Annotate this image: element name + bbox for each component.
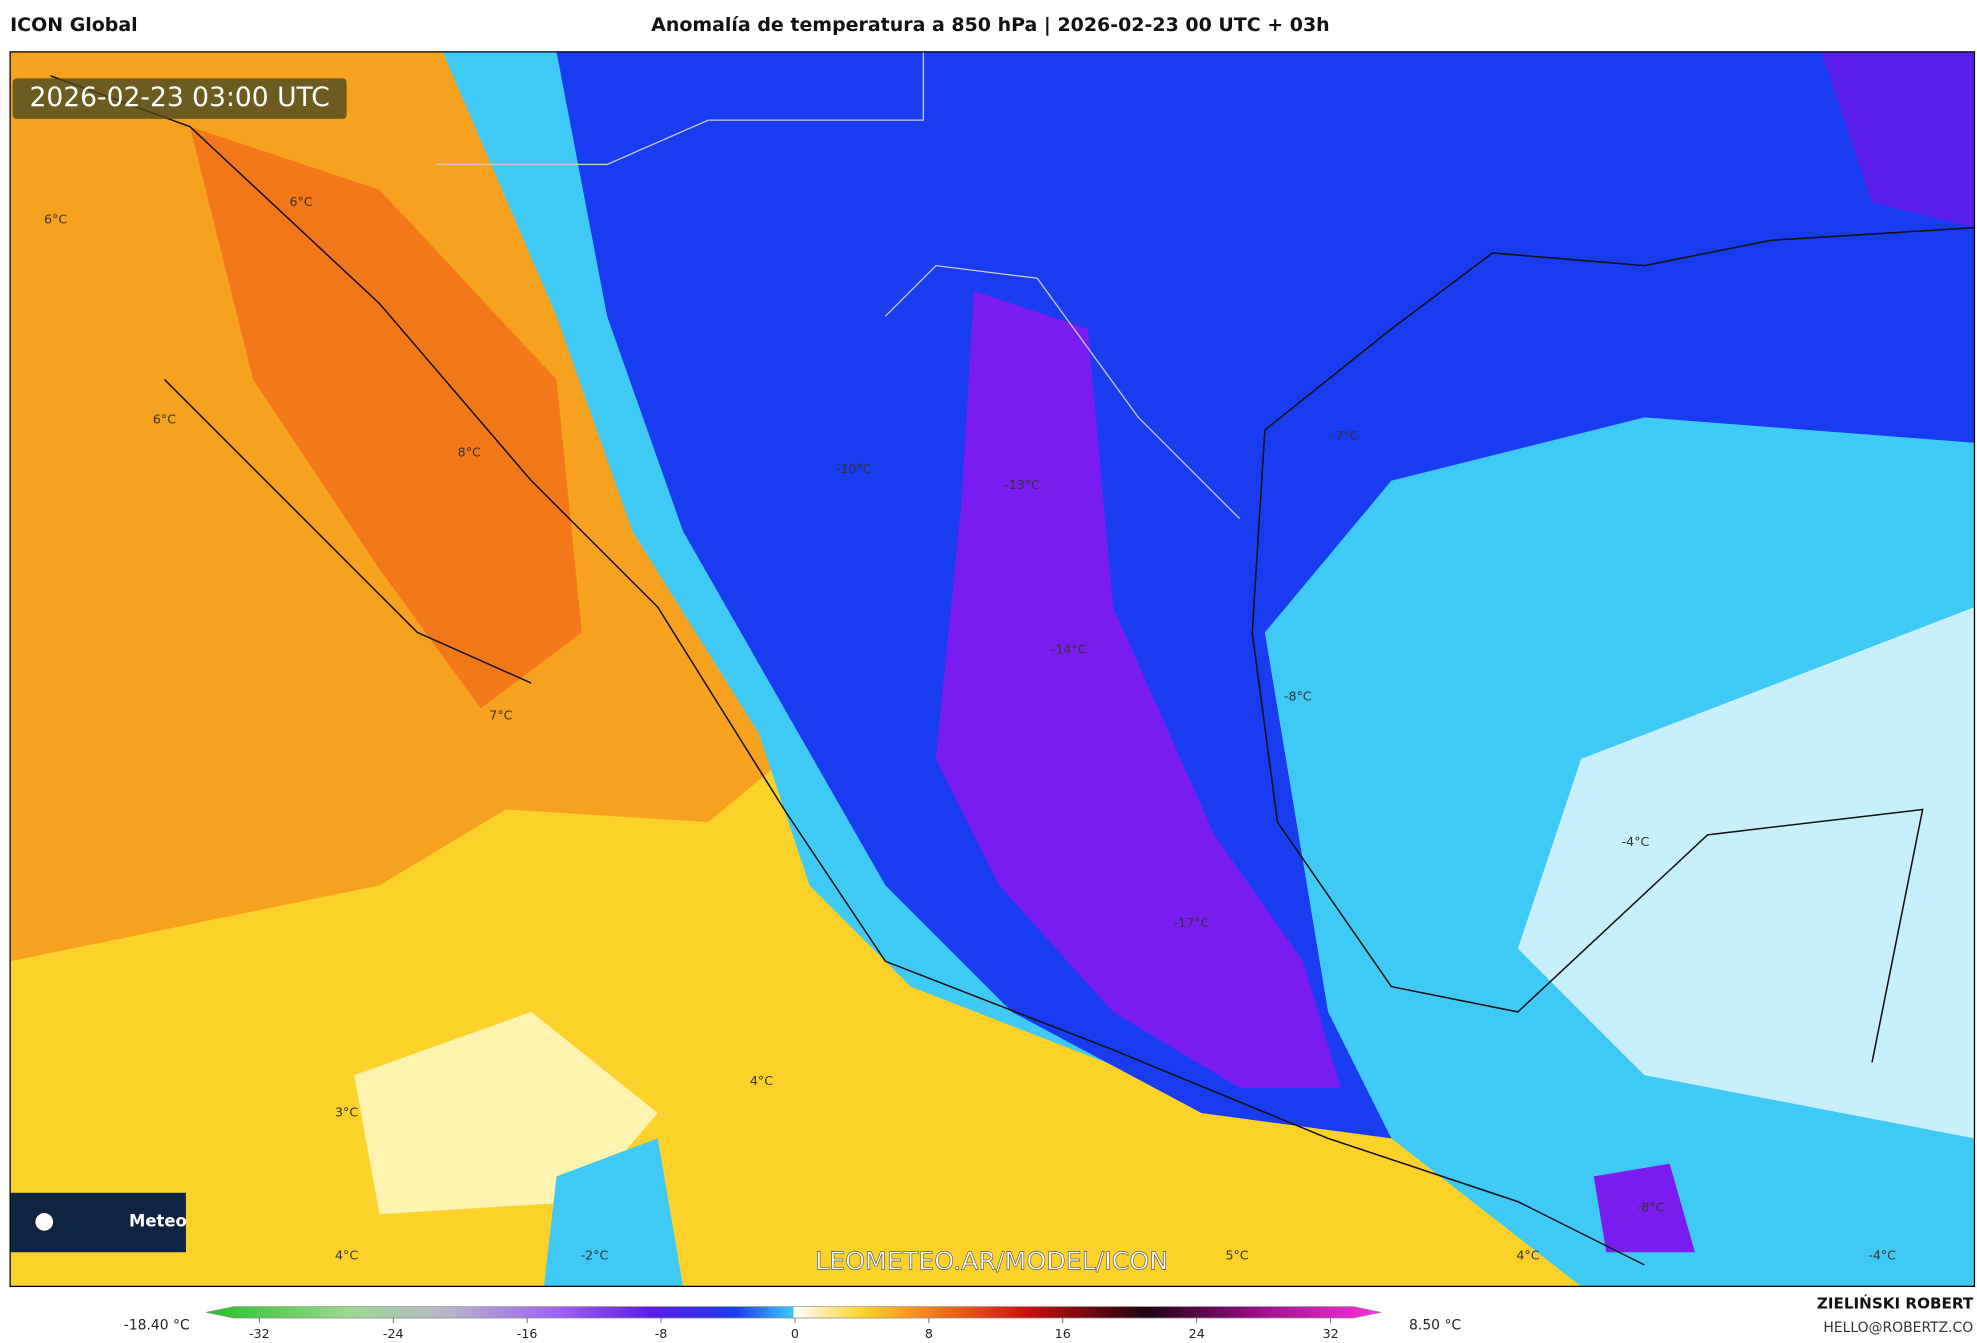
logo-icon bbox=[35, 1213, 54, 1231]
coastline bbox=[1251, 226, 1975, 1063]
map-label: 8°C bbox=[458, 444, 481, 459]
colorbar-tick-label: 8 bbox=[925, 1326, 933, 1339]
map: 2026-02-23 03:00 UTC Meteo LEOMETEO.AR/M… bbox=[10, 51, 1975, 1287]
colorbar-bar bbox=[206, 1306, 1382, 1319]
colorbar-min: -18.40 °C bbox=[124, 1318, 190, 1334]
map-label: -10°C bbox=[836, 461, 872, 476]
map-label: -2°C bbox=[581, 1248, 609, 1263]
map-labels: 6°C 6°C 6°C 8°C 7°C -10°C -13°C -14°C -8… bbox=[44, 194, 1896, 1263]
pale-cool-region bbox=[1517, 607, 1975, 1139]
cool-blob bbox=[543, 1138, 684, 1287]
colorbar-tick-label: -24 bbox=[383, 1326, 404, 1339]
colorbar-tick-label: 16 bbox=[1055, 1326, 1071, 1339]
timestamp: 2026-02-23 03:00 UTC bbox=[29, 82, 329, 113]
colorbar-tick-label: 32 bbox=[1323, 1326, 1339, 1339]
map-label: 6°C bbox=[44, 212, 67, 227]
map-label: -13°C bbox=[1004, 477, 1040, 492]
map-label: 6°C bbox=[289, 194, 312, 209]
map-label: -7°C bbox=[1331, 428, 1359, 443]
cold-core bbox=[1593, 1163, 1695, 1253]
colorbar-max: 8.50 °C bbox=[1409, 1318, 1461, 1334]
map-label: -4°C bbox=[1622, 834, 1650, 849]
map-title: Anomalía de temperatura a 850 hPa | 2026… bbox=[651, 14, 1330, 36]
map-label: -14°C bbox=[1051, 642, 1087, 657]
map-label: 4°C bbox=[750, 1073, 773, 1088]
cold-core bbox=[1821, 51, 1975, 228]
map-label: 5°C bbox=[1225, 1248, 1248, 1263]
colorbar-tick-label: -16 bbox=[517, 1326, 538, 1339]
map-label: 3°C bbox=[335, 1105, 358, 1120]
cold-region bbox=[556, 51, 1975, 1139]
logo-text: Meteo bbox=[129, 1211, 187, 1230]
timestamp-box bbox=[12, 78, 347, 119]
map-frame bbox=[9, 51, 1976, 1288]
border bbox=[436, 51, 1241, 520]
watermark: LEOMETEO.AR/MODEL/ICON bbox=[815, 1246, 1168, 1275]
pale-region bbox=[354, 1011, 658, 1215]
author: ZIELIŃSKI ROBERT bbox=[1817, 1294, 1974, 1313]
coastline bbox=[50, 75, 1645, 1266]
map-label: -4°C bbox=[1868, 1248, 1896, 1263]
colorbar-tick-label: 0 bbox=[791, 1326, 799, 1339]
model-name: ICON Global bbox=[10, 14, 138, 36]
map-label: 6°C bbox=[153, 411, 176, 426]
map-label: 4°C bbox=[1516, 1248, 1539, 1263]
coastline bbox=[163, 378, 532, 684]
map-label: -8°C bbox=[1284, 688, 1312, 703]
colorbar-tick-label: 24 bbox=[1189, 1326, 1205, 1339]
cold-core bbox=[936, 290, 1341, 1088]
email: HELLO@ROBERTZ.CO bbox=[1823, 1320, 1973, 1336]
colorbar: -18.40 °C 8.50 °C -32 -24 -16 -8 0 8 16 24 32 bbox=[124, 1306, 1461, 1341]
map-label: -8°C bbox=[1637, 1199, 1665, 1214]
colorbar-tick-label: -32 bbox=[249, 1326, 270, 1339]
warm-core bbox=[189, 126, 582, 709]
colorbar-tick-label: -8 bbox=[655, 1326, 668, 1339]
map-label: 7°C bbox=[489, 707, 512, 722]
map-label: -17°C bbox=[1174, 915, 1210, 930]
map-label: 4°C bbox=[335, 1248, 358, 1263]
